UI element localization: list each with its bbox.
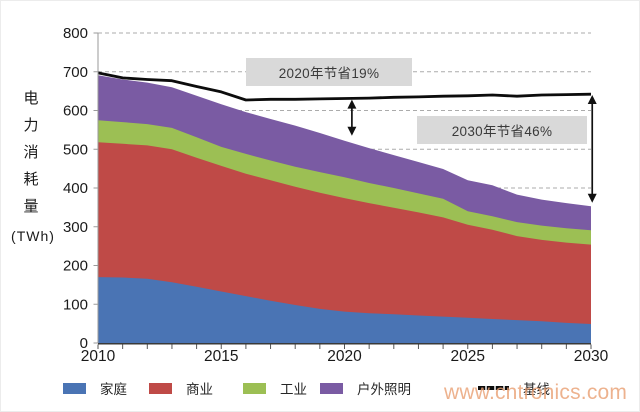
legend-label-home: 家庭 bbox=[100, 382, 127, 397]
legend-item-industry: 工业 bbox=[243, 379, 307, 397]
legend-item-home: 家庭 bbox=[63, 379, 127, 397]
y-tick-label-0: 0 bbox=[80, 335, 88, 352]
y-axis-unit: (TWh) bbox=[11, 228, 55, 244]
legend-item-baseline: 基线 bbox=[478, 379, 550, 397]
legend-label-industry: 工业 bbox=[280, 382, 307, 397]
home-swatch-icon bbox=[63, 382, 86, 394]
legend-label-baseline: 基线 bbox=[523, 382, 550, 397]
savings-arrow-2020-head-down bbox=[347, 126, 357, 136]
y-tick-label-700: 700 bbox=[63, 64, 88, 81]
baseline-line bbox=[97, 71, 592, 102]
x-tick-label-2010: 2010 bbox=[81, 348, 116, 365]
y-tick-label-200: 200 bbox=[63, 258, 88, 275]
legend-label-outdoor-lighting: 户外照明 bbox=[357, 382, 411, 397]
y-tick-label-400: 400 bbox=[63, 180, 88, 197]
legend-item-outdoor-lighting: 户外照明 bbox=[320, 379, 411, 397]
axes bbox=[93, 32, 592, 349]
watermark: www.cntronics.com bbox=[444, 381, 628, 404]
y-axis-title: 电力消耗量 bbox=[23, 90, 39, 215]
annotation-2030-savings: 2030年节省46% bbox=[417, 116, 587, 144]
savings-arrow-2030-head-up bbox=[587, 95, 597, 104]
legend-label-commercial: 商业 bbox=[186, 382, 213, 397]
y-tick-label-100: 100 bbox=[63, 296, 88, 313]
annotation-2020-savings: 2020年节省19% bbox=[246, 58, 412, 86]
stacked-areas bbox=[98, 75, 591, 343]
savings-arrows bbox=[347, 95, 597, 203]
industry-swatch-icon bbox=[243, 382, 266, 394]
y-tick-label-300: 300 bbox=[63, 219, 88, 236]
x-tick-label-2020: 2020 bbox=[327, 348, 362, 365]
x-tick-label-2015: 2015 bbox=[204, 348, 238, 365]
x-tick-label-2030: 2030 bbox=[574, 348, 609, 365]
x-tick-label-2025: 2025 bbox=[451, 348, 485, 365]
commercial-swatch-icon bbox=[149, 382, 172, 394]
y-tick-label-800: 800 bbox=[63, 25, 88, 42]
y-tick-label-500: 500 bbox=[63, 141, 88, 158]
y-tick-label-600: 600 bbox=[63, 103, 88, 120]
baseline-line-icon bbox=[478, 386, 509, 390]
tick-labels: 0 100 200 300 400 500 600 700 800 2010 2015 2020 202… bbox=[63, 25, 609, 365]
area-home bbox=[98, 277, 591, 343]
legend-item-commercial: 商业 bbox=[149, 379, 213, 397]
savings-arrow-2030-head-down bbox=[587, 193, 597, 203]
savings-arrow-2020-head-up bbox=[347, 99, 357, 109]
outdoor-lighting-swatch-icon bbox=[320, 382, 343, 394]
